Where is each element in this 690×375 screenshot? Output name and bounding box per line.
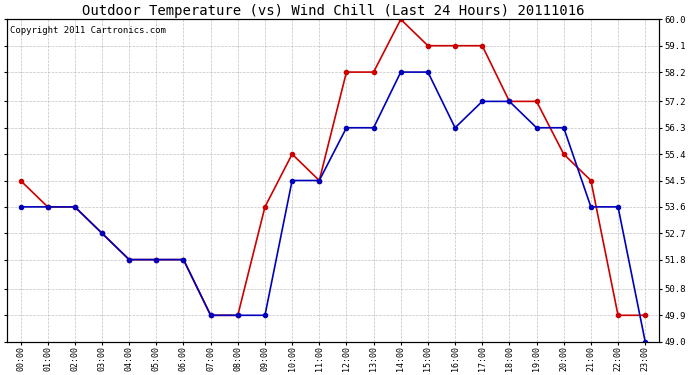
Text: Copyright 2011 Cartronics.com: Copyright 2011 Cartronics.com bbox=[10, 26, 166, 35]
Title: Outdoor Temperature (vs) Wind Chill (Last 24 Hours) 20111016: Outdoor Temperature (vs) Wind Chill (Las… bbox=[81, 4, 584, 18]
